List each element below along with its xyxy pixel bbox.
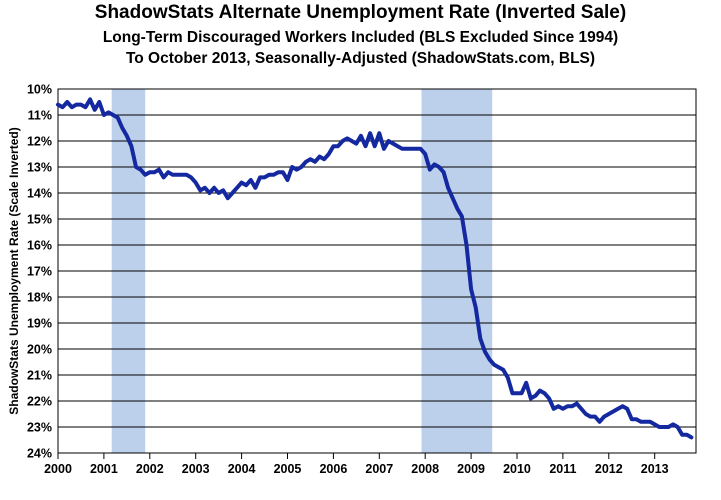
y-tick-label: 11%: [28, 109, 52, 123]
y-tick-label: 10%: [27, 83, 52, 97]
grid-lines: [58, 114, 696, 428]
y-tick-label: 13%: [27, 161, 52, 175]
x-tick-label: 2007: [365, 462, 393, 476]
x-tick-label: 2011: [549, 462, 576, 476]
y-tick-label: 24%: [27, 447, 52, 461]
chart-subtitle-2: To October 2013, Seasonally-Adjusted (Sh…: [125, 50, 596, 67]
y-tick-label: 22%: [27, 395, 52, 409]
y-tick-label: 16%: [27, 239, 52, 253]
y-tick-label: 15%: [27, 213, 52, 227]
x-tick-label: 2010: [503, 462, 531, 476]
y-tick-label: 19%: [27, 317, 52, 331]
x-tick-label: 2012: [595, 462, 623, 476]
x-tick-label: 2009: [457, 462, 485, 476]
x-tick-label: 2004: [228, 462, 256, 476]
y-tick-label: 12%: [27, 135, 52, 149]
chart-subtitle-1: Long-Term Discouraged Workers Included (…: [102, 29, 619, 46]
y-tick-label: 14%: [27, 187, 52, 201]
x-tick-label: 2006: [319, 462, 347, 476]
x-tick-label: 2001: [90, 462, 118, 476]
y-tick-label: 23%: [27, 421, 52, 435]
x-tick-label: 2003: [182, 462, 210, 476]
x-tick-label: 2005: [274, 462, 302, 476]
x-axis-ticks: 2000 2001 2002 2003 2004 2005 2006 2007 2008 2009…: [44, 453, 669, 476]
y-tick-label: 21%: [27, 369, 52, 383]
x-tick-label: 2000: [44, 462, 72, 476]
x-tick-label: 2013: [641, 462, 669, 476]
series-line: [56, 97, 694, 440]
y-tick-label: 20%: [27, 343, 52, 357]
y-tick-label: 17%: [27, 265, 52, 279]
plot-frame: [57, 88, 697, 454]
x-tick-label: 2002: [136, 462, 164, 476]
x-tick-label: 2008: [411, 462, 439, 476]
y-axis-ticks: 10% 11% 12% 13% 14% 15% 16% 17% 18% 19% 20% 21% 22% 2…: [27, 83, 52, 461]
chart-title: ShadowStats Alternate Unemployment Rate …: [94, 2, 627, 23]
y-axis-label: ShadowStats Unemployment Rate (Scale Inv…: [7, 127, 21, 414]
y-tick-label: 18%: [27, 291, 52, 305]
